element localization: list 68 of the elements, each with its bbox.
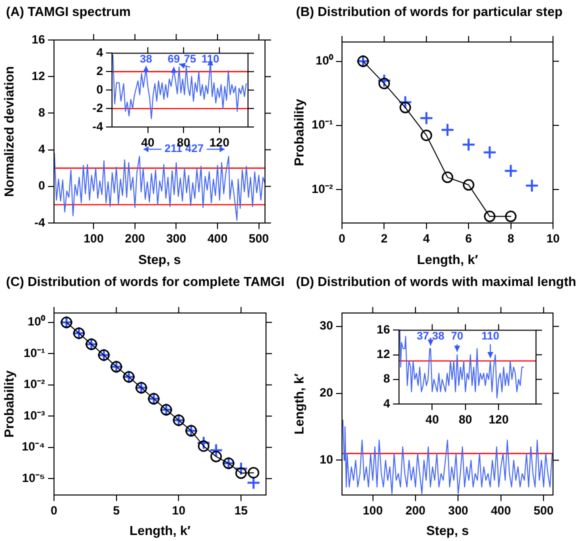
y-tick-label: 4 xyxy=(383,396,390,410)
x-tick-label: 500 xyxy=(534,504,554,518)
y-tick-label: 10⁻² xyxy=(312,182,334,196)
x-tick-label: 10 xyxy=(172,504,186,518)
y-tick-label: 10⁻³ xyxy=(24,408,46,422)
y-tick-label: 20 xyxy=(320,386,334,400)
y-tick-label: 8 xyxy=(383,372,390,386)
y-tick-label: -2 xyxy=(92,100,104,115)
y-tick-label: 10⁻⁴ xyxy=(22,440,46,454)
y-tick-label: 10⁻¹ xyxy=(24,346,46,360)
y-tick-label: 4 xyxy=(96,46,104,60)
y-axis-title: Normalized deviation xyxy=(1,66,16,197)
x-tick-label: 40 xyxy=(426,412,440,427)
x-axis-title: Step, s xyxy=(138,252,181,267)
x-tick-label: 15 xyxy=(234,504,248,518)
y-tick-label: 2 xyxy=(96,64,104,78)
y-tick-label: 0 xyxy=(96,82,104,96)
chart-title: (C) Distribution of words for complete TAMGI xyxy=(6,274,285,290)
x-tick-label: 0 xyxy=(50,504,58,518)
chart-title: (D) Distribution of words with maximal length xyxy=(296,274,576,290)
x-tick-label: 100 xyxy=(84,232,104,246)
x-tick-label: 10 xyxy=(546,232,560,246)
y-tick-label: 12 xyxy=(376,347,390,362)
x-tick-label: 6 xyxy=(465,232,472,246)
x-tick-label: 100 xyxy=(362,504,384,518)
chart-title: (A) TAMGI spectrum xyxy=(6,4,131,20)
x-axis-title: Length, k′ xyxy=(130,522,190,538)
annotation: 110 xyxy=(481,330,500,343)
x-tick-label: 4 xyxy=(423,232,430,246)
annotation: 70 xyxy=(451,330,464,343)
y-tick-label: -4 xyxy=(34,215,46,230)
y-tick-label: 8 xyxy=(38,106,46,120)
y-tick-label: 16 xyxy=(376,322,390,337)
x-tick-label: 200 xyxy=(405,504,426,518)
x-tick-label: 500 xyxy=(248,232,270,246)
x-tick-label: 300 xyxy=(448,504,469,518)
x-tick-label: 40 xyxy=(141,136,155,150)
x-tick-label: 5 xyxy=(113,504,120,518)
y-tick-label: 16 xyxy=(32,32,46,46)
y-tick-label: 10 xyxy=(320,452,334,467)
x-axis-title: Step, s xyxy=(426,522,469,538)
y-tick-label: 10⁻¹ xyxy=(312,118,334,132)
chart-title: (B) Distribution of words for particular step xyxy=(296,4,563,20)
x-axis-title: Length, k′ xyxy=(417,252,478,267)
y-tick-label: 10⁻⁵ xyxy=(22,470,45,485)
y-tick-label: 10⁻² xyxy=(24,377,46,392)
annotation: 37,38 xyxy=(416,330,444,343)
x-tick-label: 400 xyxy=(490,504,512,518)
y-tick-label: 12 xyxy=(32,68,46,83)
y-axis-title: Probability xyxy=(1,370,16,438)
x-tick-label: 200 xyxy=(124,232,146,246)
y-tick-label: 30 xyxy=(320,318,334,333)
annotation: 38 xyxy=(140,54,152,66)
x-tick-label: 8 xyxy=(507,232,514,246)
x-tick-label: 400 xyxy=(208,232,228,246)
x-tick-label: 120 xyxy=(488,412,509,427)
y-tick-label: 10⁰ xyxy=(28,314,46,329)
x-tick-label: 80 xyxy=(458,412,472,427)
x-tick-label: 0 xyxy=(338,232,346,246)
y-tick-label: 0 xyxy=(38,178,46,193)
y-axis-title: Length, k′ xyxy=(291,374,306,434)
x-tick-label: 300 xyxy=(166,232,187,246)
y-tick-label: -4 xyxy=(92,119,104,134)
x-tick-label: 120 xyxy=(209,136,230,150)
annotation: 69 xyxy=(168,54,180,66)
annotation: 75 xyxy=(184,54,196,66)
y-tick-label: 10⁰ xyxy=(316,54,334,68)
y-axis-title: Probability xyxy=(291,98,306,166)
